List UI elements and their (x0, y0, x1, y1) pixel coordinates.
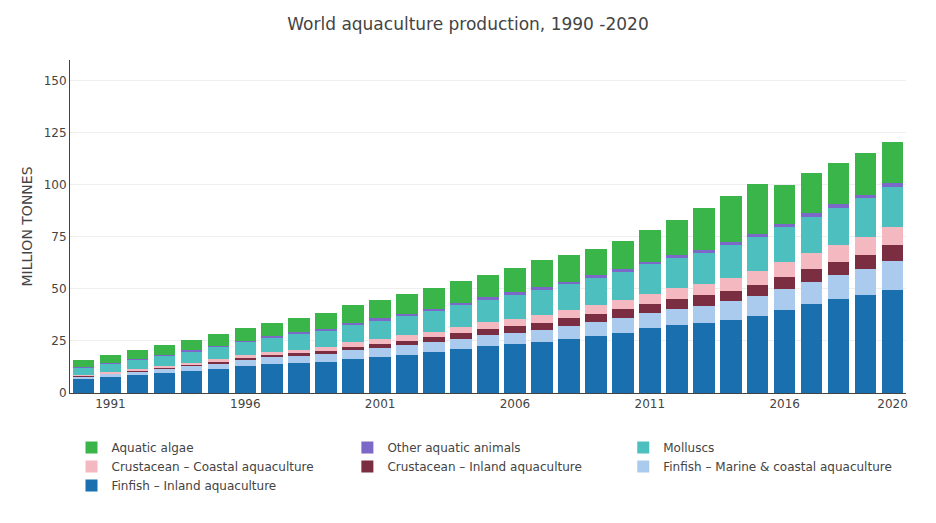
svg-text:75: 75 (51, 230, 66, 244)
svg-text:Finfish – Inland aquaculture: Finfish – Inland aquaculture (112, 479, 277, 493)
svg-text:Crustacean – Inland aquacultur: Crustacean – Inland aquaculture (387, 460, 582, 474)
svg-text:1996: 1996 (230, 397, 261, 411)
svg-text:0: 0 (59, 386, 67, 400)
svg-text:MILLION TONNES: MILLION TONNES (19, 166, 35, 286)
svg-text:2001: 2001 (365, 397, 396, 411)
svg-text:100: 100 (44, 178, 67, 192)
svg-text:2020: 2020 (877, 397, 908, 411)
svg-text:1991: 1991 (95, 397, 126, 411)
svg-text:World aquaculture production,: World aquaculture production, 1990 -2020 (287, 14, 648, 34)
svg-text:25: 25 (51, 334, 66, 348)
svg-text:2016: 2016 (769, 397, 800, 411)
svg-text:125: 125 (44, 126, 67, 140)
svg-text:Molluscs: Molluscs (663, 441, 714, 455)
svg-text:Finfish – Marine & coastal aqu: Finfish – Marine & coastal aquaculture (663, 460, 892, 474)
svg-text:2006: 2006 (500, 397, 531, 411)
svg-text:50: 50 (51, 282, 66, 296)
svg-text:2011: 2011 (635, 397, 666, 411)
svg-text:Crustacean – Coastal aquacultu: Crustacean – Coastal aquaculture (112, 460, 314, 474)
svg-text:150: 150 (44, 74, 67, 88)
svg-text:Aquatic algae: Aquatic algae (112, 441, 194, 455)
svg-text:Other aquatic animals: Other aquatic animals (387, 441, 520, 455)
